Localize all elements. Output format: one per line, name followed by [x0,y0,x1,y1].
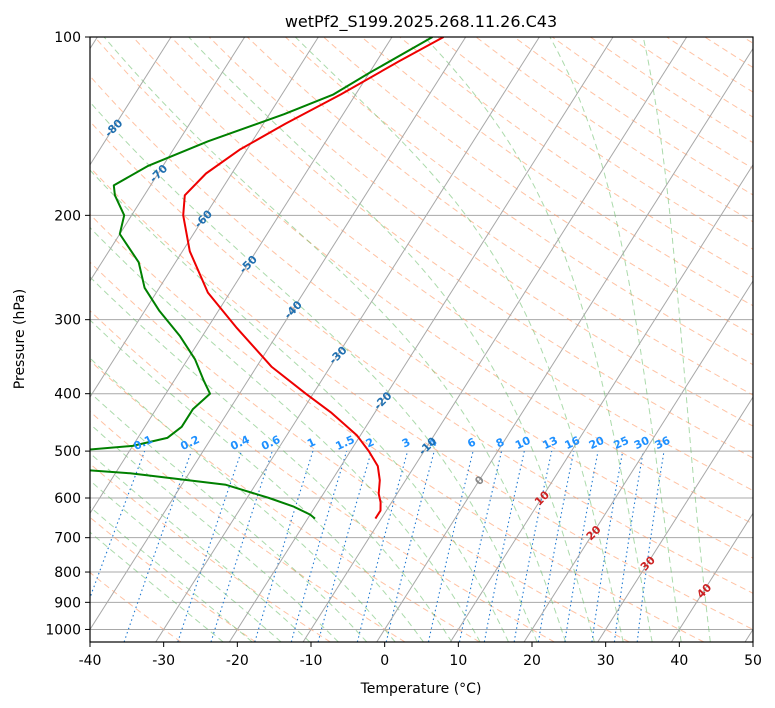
mixing-ratio-line [513,450,553,642]
plot-frame [89,36,754,643]
moist-adiabat [90,479,282,642]
dry-adiabat [90,310,555,642]
dry-adiabat [90,516,256,642]
dry-adiabat [90,120,753,594]
dry-adiabat [94,37,753,525]
dry-adiabat [208,37,753,427]
dry-adiabat [361,37,753,307]
data-lines [90,37,445,520]
moist-adiabat [90,452,311,642]
mixing-ratio-label: 30 [632,434,652,452]
chart-title: wetPf2_S199.2025.268.11.26.C43 [285,12,557,32]
isotherm-line [228,37,614,642]
isotherm-line [597,396,753,642]
mixing-ratio-line [290,450,348,642]
y-tick-label: 1000 [45,622,81,638]
y-tick-label: 500 [54,444,81,460]
mixing-ratio-label: 36 [653,434,673,452]
dry-adiabat [90,166,753,630]
mixing-ratio-line [564,451,599,642]
mixing-ratio-label: 10 [513,434,533,452]
x-axis-title: Temperature (°C) [360,681,482,697]
dry-adiabat [90,571,182,642]
axes: -40 -30 -20 -10 0 10 20 30 40 50 1000 900 800 700 600 5… [45,30,762,669]
x-tick-label: 0 [380,653,389,669]
dry-adiabat [90,213,705,642]
y-tick-label: 400 [54,387,81,403]
mixing-ratio-line [254,450,314,642]
moist-adiabat [642,37,711,642]
isotherm-line [155,37,540,642]
background-lines [90,37,753,642]
dry-adiabat [132,37,753,492]
y-tick-label: 300 [54,313,81,329]
mixing-ratio-label: 20 [587,434,607,452]
moist-adiabat [549,37,682,642]
x-tick-label: 30 [597,653,615,669]
dry-adiabat [90,463,331,642]
mixing-ratio-line [483,450,525,642]
isotherm-line [90,37,172,166]
moist-adiabat [90,226,481,642]
mixing-ratio-line [317,450,372,642]
mixing-ratio-label: 13 [541,434,560,452]
isotherm-line [449,163,753,642]
moist-adiabat [424,37,653,642]
x-tick-label: 50 [744,653,762,669]
moist-adiabat [90,276,453,642]
moist-adiabat [90,506,253,642]
dry-adiabat [90,75,753,559]
moist-adiabat [103,37,567,642]
isotherm-line [90,37,467,631]
mixing-ratio-label: 25 [612,434,631,452]
moist-adiabat [90,101,538,642]
dewpoint-profile [90,37,433,520]
mixing-ratio-line [210,450,273,642]
moist-adiabat [188,37,595,642]
x-tick-label: -40 [79,653,102,669]
mixing-ratio-line [591,451,624,642]
x-tick-label: 40 [670,653,688,669]
y-tick-label: 600 [54,491,81,507]
mixing-ratio-line [613,451,644,642]
isotherm-line [90,37,393,515]
isotherm-line [90,37,319,399]
isotherm-line [376,47,753,642]
moist-adiabat [90,423,339,642]
y-tick-label: 700 [54,531,81,547]
temperature-profile [182,37,445,520]
moist-adiabat [90,357,396,642]
dry-adiabat [90,359,480,642]
isotherm-line [302,37,688,642]
y-tick-label: 100 [54,30,81,46]
dry-adiabat [323,37,753,336]
isotherm-line [90,37,246,282]
y-tick-label: 800 [54,565,81,581]
mixing-ratio-line [177,450,243,642]
y-tick-label: 200 [54,208,81,224]
moist-adiabat [90,319,424,642]
y-tick-label: 900 [54,595,81,611]
x-tick-label: 20 [523,653,541,669]
moist-adiabat [90,169,509,642]
mixing-ratio-line [537,450,575,642]
dry-adiabat [170,37,753,459]
x-tick-label: -20 [226,653,249,669]
mixing-ratio-label: 16 [563,434,583,452]
mixing-ratio-line [636,451,665,642]
y-axis-title: Pressure (hPa) [12,289,28,389]
isotherm-line [670,512,753,642]
x-tick-label: 10 [449,653,467,669]
x-tick-label: -30 [152,653,175,669]
moist-adiabat [294,37,624,642]
isotherm-line [523,280,753,642]
x-tick-label: -10 [300,653,323,669]
